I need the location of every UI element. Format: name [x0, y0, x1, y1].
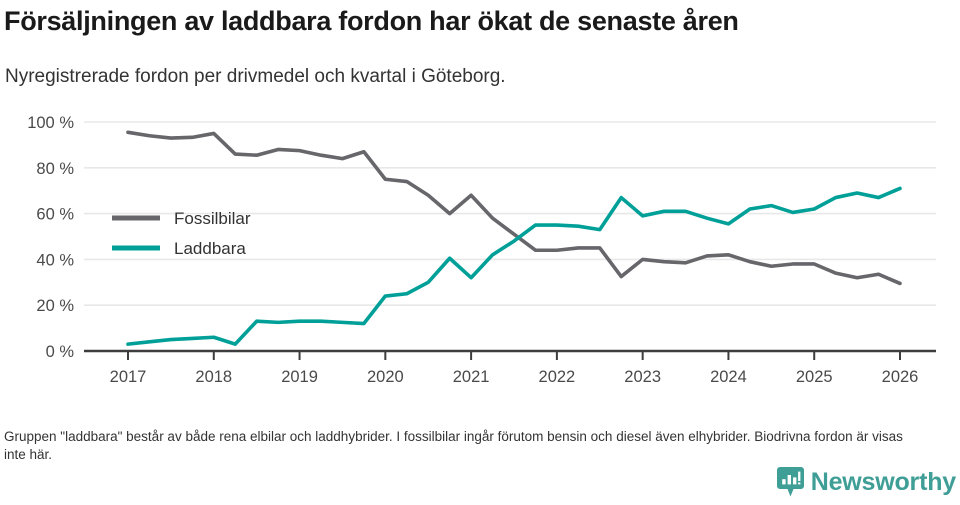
line-chart: 0 % 20 % 40 % 60 % 80 % 100 % 2017 2018 2019 2020…: [27, 114, 936, 386]
x-axis-tick-label: 2018: [195, 368, 232, 386]
legend-label: Laddbara: [174, 239, 246, 258]
series-line-laddbara: [126, 186, 902, 346]
chart-footnote: Gruppen "laddbara" består av både rena e…: [4, 429, 903, 462]
y-axis-tick-label: 80 %: [36, 160, 74, 178]
y-axis-tick-label: 0 %: [46, 343, 75, 361]
newsworthy-logo-text: Newsworthy: [810, 467, 956, 496]
page-title: Försäljningen av laddbara fordon har öka…: [4, 6, 739, 36]
bar-chart-bubble-icon: [776, 467, 804, 497]
x-axis-tick-label: 2020: [367, 368, 404, 386]
y-axis-tick-label: 20 %: [36, 297, 74, 315]
x-axis-tick-label: 2025: [796, 368, 833, 386]
x-axis-tick-label: 2026: [882, 368, 919, 386]
chart-plot-area: 0 % 20 % 40 % 60 % 80 % 100 % 2017 2018 2019 2020…: [0, 105, 960, 400]
chart-subtitle: Nyregistrerade fordon per drivmedel och …: [5, 66, 506, 87]
x-axis-tick-label: 2022: [539, 368, 576, 386]
y-axis-tick-label: 60 %: [36, 206, 74, 224]
series-line-fossilbilar: [126, 130, 902, 286]
x-axis-tick-label: 2023: [624, 368, 661, 386]
x-axis-tick-label: 2019: [281, 368, 318, 386]
x-axis-tick-label: 2021: [453, 368, 490, 386]
y-axis-tick-label: 100 %: [27, 114, 74, 132]
newsworthy-logo[interactable]: Newsworthy: [776, 467, 956, 497]
x-axis-tick-label: 2017: [110, 368, 147, 386]
y-axis-tick-label: 40 %: [36, 251, 74, 269]
legend-label: Fossilbilar: [174, 209, 251, 228]
x-axis-tick-label: 2024: [710, 368, 747, 386]
